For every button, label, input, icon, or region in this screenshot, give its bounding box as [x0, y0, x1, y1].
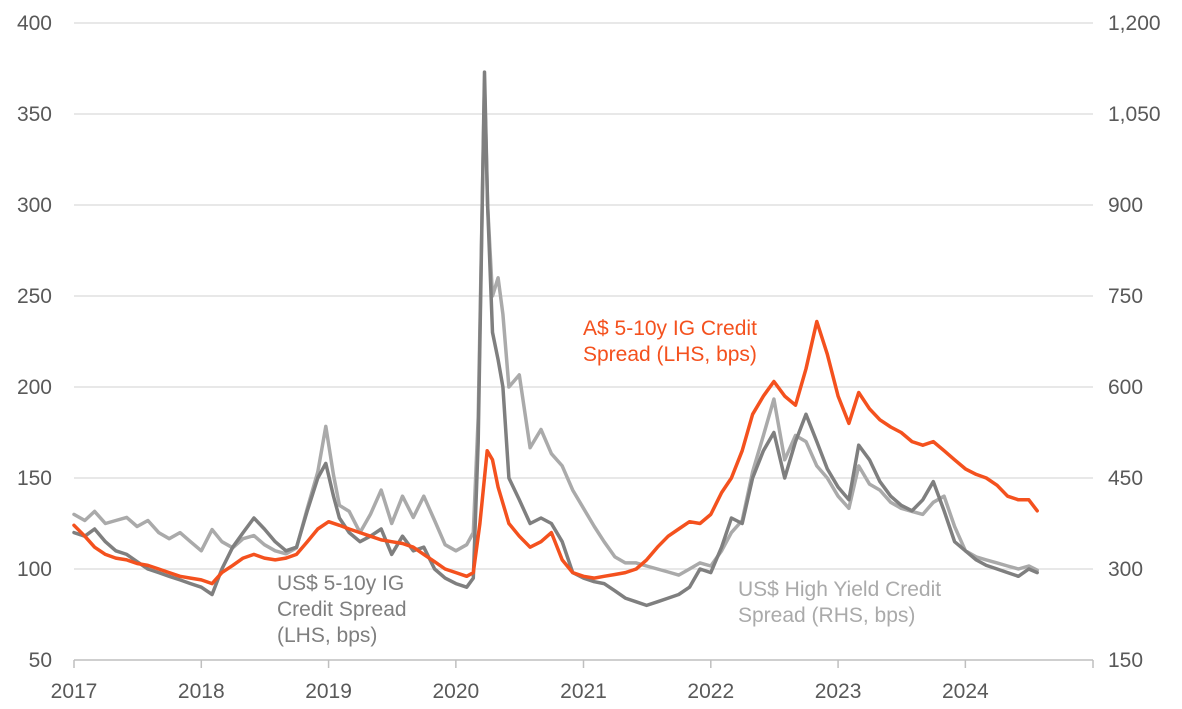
right-tick-label: 1,200 [1108, 12, 1161, 35]
x-axis: 2017 2018 2019 2020 2021 2022 2023 2024 [51, 659, 1094, 703]
x-tick-label: 2024 [942, 680, 989, 703]
annotation-line: (LHS, bps) [277, 624, 377, 647]
left-tick-label: 300 [17, 194, 52, 217]
right-tick-label: 750 [1108, 285, 1143, 308]
gridlines [74, 22, 1093, 570]
annotation-line: Spread (LHS, bps) [583, 343, 757, 366]
right-tick-label: 300 [1108, 558, 1143, 581]
annotation-line: US$ High Yield Credit [738, 578, 941, 601]
right-axis-tick-labels: 150 300 450 600 750 900 1,050 1,200 [1108, 12, 1161, 672]
x-tick-label: 2018 [178, 680, 225, 703]
x-tick-label: 2017 [51, 680, 98, 703]
left-axis-tick-labels: 50 100 150 200 250 300 350 400 [17, 12, 52, 672]
series-line-aud_ig [72, 319, 1039, 586]
left-tick-label: 150 [17, 467, 52, 490]
right-tick-label: 1,050 [1108, 103, 1161, 126]
left-tick-label: 200 [17, 376, 52, 399]
x-tick-label: 2019 [305, 680, 352, 703]
annotation-aud_ig: A$ 5-10y IG Credit Spread (LHS, bps) [583, 317, 757, 366]
annotation-line: US$ 5-10y IG [277, 572, 404, 595]
right-tick-label: 600 [1108, 376, 1143, 399]
annotation-us_ig: US$ 5-10y IG Credit Spread (LHS, bps) [277, 572, 407, 647]
annotation-line: Credit Spread [277, 598, 407, 621]
annotation-us_hy: US$ High Yield Credit Spread (RHS, bps) [738, 578, 941, 627]
left-tick-label: 250 [17, 285, 52, 308]
x-tick-label: 2023 [815, 680, 862, 703]
left-tick-label: 50 [29, 649, 52, 672]
series-line-us_hy [72, 81, 1039, 577]
series-line-us_ig [72, 70, 1039, 608]
left-tick-label: 350 [17, 103, 52, 126]
annotation-line: A$ 5-10y IG Credit [583, 317, 757, 340]
right-tick-label: 900 [1108, 194, 1143, 217]
right-tick-label: 450 [1108, 467, 1143, 490]
x-tick-label: 2022 [687, 680, 734, 703]
annotation-line: Spread (RHS, bps) [738, 604, 915, 627]
right-tick-label: 150 [1108, 649, 1143, 672]
left-tick-label: 400 [17, 12, 52, 35]
series-lines [72, 70, 1039, 608]
series-annotations: A$ 5-10y IG Credit Spread (LHS, bps) US$ 5… [277, 317, 941, 647]
x-tick-label: 2021 [560, 680, 607, 703]
x-tick-label: 2020 [433, 680, 480, 703]
left-tick-label: 100 [17, 558, 52, 581]
